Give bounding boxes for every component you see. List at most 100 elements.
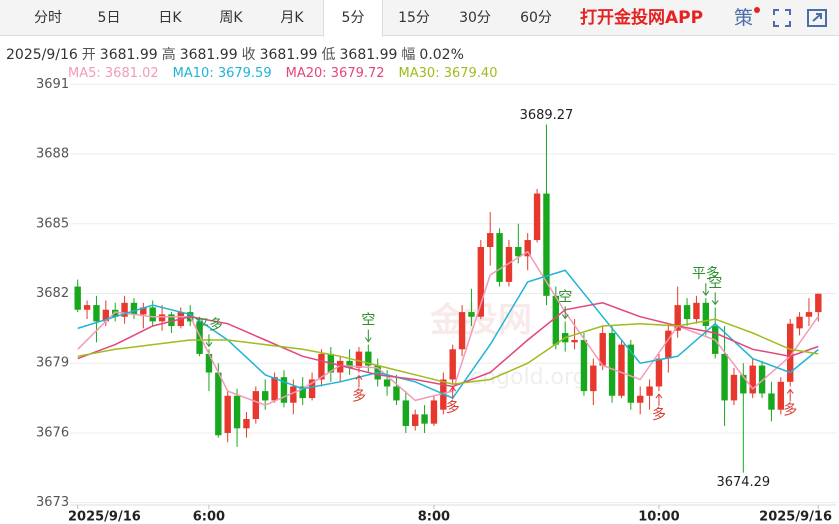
signal-arrow (655, 393, 663, 407)
candle-body (383, 379, 391, 387)
signal-label: 平多 (692, 265, 720, 282)
candle-body (665, 330, 672, 359)
ma-legend: MA5: 3681.02 MA10: 3679.59 MA20: 3679.72 MA… (68, 66, 511, 81)
candle-body (421, 414, 428, 424)
tab[interactable]: 周K (219, 10, 243, 26)
candle-body (590, 365, 597, 392)
candle-body (477, 247, 485, 317)
tab[interactable]: 5日 (97, 10, 121, 26)
fullscreen-icon[interactable] (773, 9, 791, 27)
signal-arrow (561, 306, 569, 320)
candle-body (580, 339, 588, 392)
candle-body (262, 391, 269, 401)
candle-body (543, 193, 550, 296)
legend-value: 3679.72 (330, 66, 385, 81)
y-tick-label: 3673 (36, 495, 69, 510)
candle-body (393, 386, 400, 401)
candle-body (787, 323, 794, 382)
info-label: 幅 (401, 47, 416, 63)
candle-body (74, 286, 81, 310)
candle-body (721, 353, 728, 401)
signal-label: 多 (783, 401, 797, 418)
candle-body (655, 358, 663, 387)
tab[interactable]: 月K (280, 10, 304, 26)
candle-body (608, 333, 616, 396)
legend-item: MA20: 3679.72 (286, 66, 385, 81)
info-date: 2025/9/16 (6, 47, 78, 63)
candle-body (205, 353, 213, 373)
popout-frame (807, 9, 827, 27)
legend-value: 3679.59 (217, 66, 272, 81)
tab[interactable]: 60分 (520, 10, 552, 26)
candle-body (224, 395, 231, 433)
strategy-button[interactable]: 策 (734, 7, 754, 29)
candle-body (130, 302, 138, 315)
candle-body (515, 247, 522, 257)
candle-body (290, 386, 297, 403)
legend-item: MA10: 3679.59 (173, 66, 272, 81)
candle-body (93, 305, 100, 322)
candle-body (233, 395, 241, 429)
candle-body (777, 381, 785, 410)
candle-body (430, 400, 438, 424)
legend-item: MA30: 3679.40 (399, 66, 498, 81)
tab-bar: 打开金投网APP 策 分时 5日 日K 周K 月K 5分 15分 30分 60分 (0, 0, 839, 37)
candle-body (627, 344, 635, 403)
candle-body (252, 391, 260, 420)
tab[interactable]: 日K (158, 10, 182, 26)
popout-icon[interactable] (807, 9, 827, 27)
candle-body (768, 393, 775, 410)
info-value: 3681.99 (179, 47, 238, 63)
candle-body (102, 309, 110, 322)
tab[interactable]: 5分 (323, 0, 383, 37)
candle-body (571, 339, 578, 343)
y-tick-label: 3688 (36, 147, 69, 162)
y-tick-label: 3691 (36, 77, 69, 92)
fullscreen-glyph (773, 9, 791, 27)
candle-body (496, 233, 503, 282)
candle-body (337, 360, 344, 373)
candle-body (318, 353, 325, 380)
promo-link[interactable]: 打开金投网APP (580, 8, 704, 28)
legend-value: 3681.02 (104, 66, 159, 81)
signal-label: 多 (652, 406, 666, 423)
legend-name: MA5: (68, 66, 101, 81)
candle-body (730, 374, 738, 401)
candle-body (112, 309, 119, 317)
tab[interactable]: 分时 (34, 10, 62, 26)
candle-body (533, 193, 541, 241)
tab[interactable]: 15分 (398, 10, 430, 26)
y-tick-label: 3685 (36, 216, 69, 231)
ma-line (77, 318, 819, 385)
signal-arrow (205, 334, 213, 348)
signal-arrow (711, 292, 719, 306)
candle-body (271, 377, 278, 401)
candle-body (740, 374, 747, 394)
legend-name: MA30: (398, 66, 440, 81)
legend-name: MA20: (285, 66, 327, 81)
info-label: 低 (321, 47, 336, 63)
candle-body (796, 316, 803, 329)
low-label: 3674.29 (716, 475, 770, 490)
info-value: 3681.99 (99, 47, 158, 63)
candle-body (83, 305, 91, 310)
info-value: 0.02% (419, 47, 464, 63)
candle-body (308, 379, 316, 399)
y-tick-label: 3682 (36, 286, 69, 301)
signal-label: 多 (352, 388, 366, 405)
info-value: 3681.99 (339, 47, 398, 63)
x-tick-label: 10:00 (638, 510, 679, 524)
candle-body (487, 233, 494, 248)
candle-body (618, 344, 625, 396)
candle-body (599, 333, 606, 366)
legend-value: 3679.40 (443, 66, 498, 81)
candle-body (674, 305, 681, 331)
tab[interactable]: 30分 (459, 10, 491, 26)
y-tick-label: 3676 (36, 425, 69, 440)
popout-arrow (812, 13, 822, 22)
signal-label: 平多 (195, 316, 223, 333)
candle-body (243, 419, 250, 429)
info-value: 3681.99 (259, 47, 318, 63)
